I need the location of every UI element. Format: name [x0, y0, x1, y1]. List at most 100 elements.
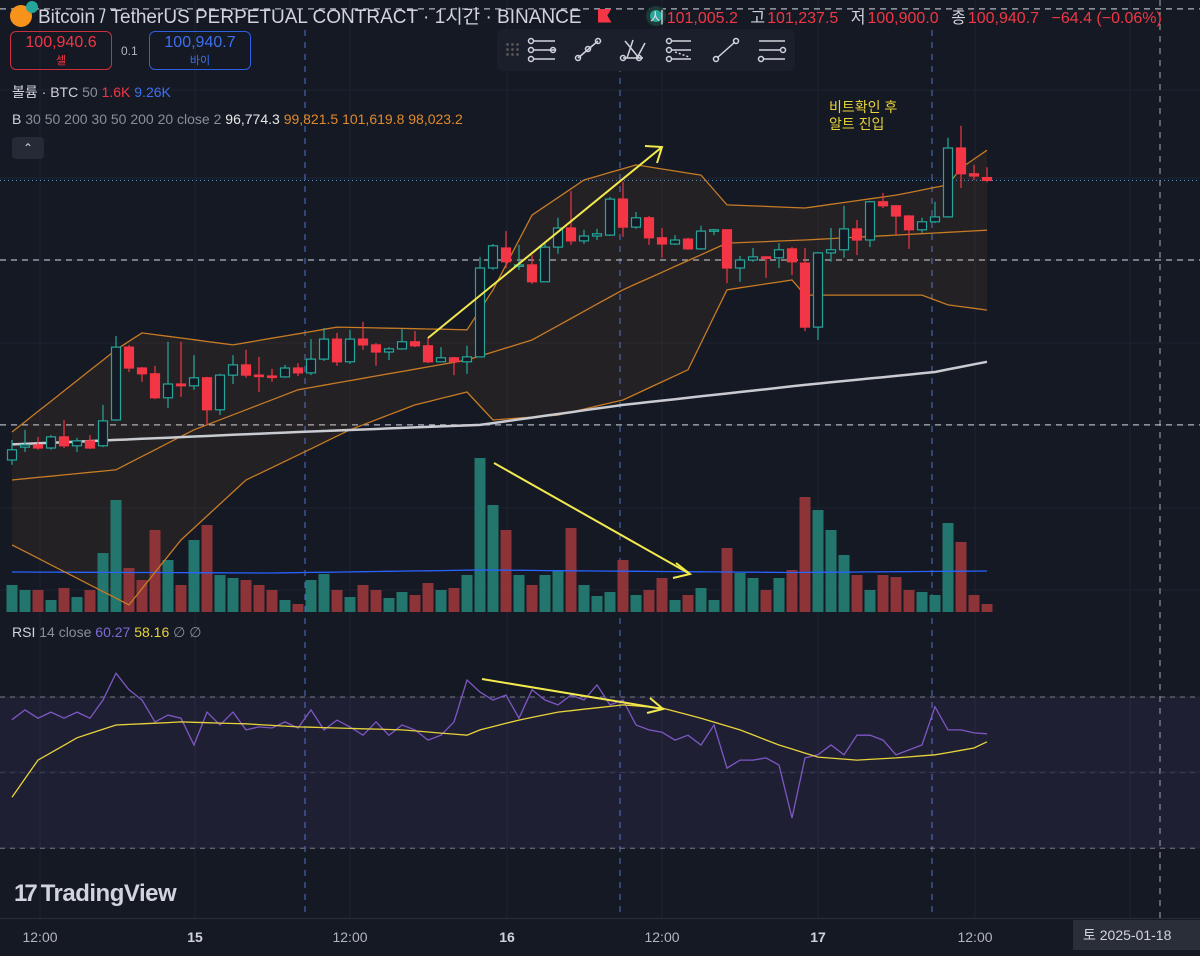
time-axis-label: 17: [810, 929, 826, 945]
bb-legend[interactable]: B 30 50 200 30 50 200 20 close 2 96,774.…: [12, 111, 463, 127]
volume-legend-name: 볼륨 · BTC: [12, 84, 79, 100]
volume-legend[interactable]: 볼륨 · BTC 50 1.6K 9.26K: [12, 82, 171, 102]
volume-bar: [175, 585, 187, 612]
candles: [6, 125, 993, 465]
volume-bar: [773, 578, 785, 612]
candle-down: [240, 364, 252, 376]
drawings[interactable]: [427, 145, 693, 714]
volume-bar: [630, 595, 642, 612]
bitcoin-icon: [10, 0, 38, 27]
candle-down: [617, 198, 629, 228]
buy-button[interactable]: 100,940.7 바이: [149, 31, 251, 70]
candle-up: [110, 346, 122, 421]
volume-bar: [487, 505, 499, 612]
volume-bar: [188, 540, 200, 612]
tradingview-logo[interactable]: 17 TradingView: [14, 880, 177, 908]
candle-up: [747, 256, 759, 261]
flag-icon[interactable]: [597, 8, 612, 23]
rsi-legend-name: RSI: [12, 624, 36, 640]
volume-bar: [513, 575, 525, 612]
trend-arrow-price[interactable]: [427, 146, 663, 339]
volume-bar: [292, 604, 304, 612]
candle-up: [383, 348, 395, 353]
sell-button[interactable]: 100,940.6 셀: [10, 31, 112, 70]
bb-upper-line: [11, 149, 988, 433]
volume-bar: [890, 577, 902, 612]
volume-bar: [552, 570, 564, 612]
candle-down: [786, 248, 798, 263]
volume-bar: [97, 553, 109, 612]
candle-down: [968, 173, 980, 177]
candle-up: [305, 358, 317, 374]
volume-bar: [305, 580, 317, 612]
candle-down: [955, 147, 967, 175]
trend-line-icon[interactable]: [703, 32, 749, 68]
candle-up: [461, 356, 473, 363]
fib-retracement-icon[interactable]: [657, 32, 703, 68]
candle-down: [201, 377, 213, 411]
volume-bar: [942, 523, 954, 612]
trend-arrow-volume[interactable]: [493, 462, 691, 575]
volume-bar: [955, 542, 967, 612]
annotation-text[interactable]: 비트확인 후 알트 진입: [829, 99, 897, 133]
drag-handle-icon[interactable]: [505, 42, 519, 58]
volume-legend-length: 50: [82, 84, 98, 100]
change-value: −64.4 (−0.06%): [1051, 10, 1162, 27]
time-axis-label: 15: [187, 929, 203, 945]
volume-bar: [162, 560, 174, 612]
trend-arrow-rsi[interactable]: [481, 678, 664, 710]
candle-up: [318, 338, 330, 360]
candle-up: [916, 221, 928, 231]
symbol-title[interactable]: Bitcoin / TetherUS PERPETUAL CONTRACT · …: [38, 7, 582, 28]
candle-up: [474, 267, 486, 358]
pitchfork-icon[interactable]: [611, 32, 657, 68]
candle-up: [708, 229, 720, 232]
candle-down: [175, 383, 187, 387]
cursor-date-badge: 토 2025-01-18: [1073, 920, 1200, 950]
bb-legend-upper: 101,619.8: [342, 111, 405, 127]
collapse-legend-button[interactable]: ⌃: [12, 137, 44, 159]
volume-bars: [6, 458, 993, 612]
parallel-channel-icon[interactable]: [519, 32, 565, 68]
candle-down: [448, 357, 460, 363]
annotation-line-1: 비트확인 후: [829, 99, 898, 115]
bb-legend-lower: 98,023.2: [408, 111, 463, 127]
candle-up: [97, 420, 109, 447]
candle-up: [487, 245, 499, 269]
time-axis-border: [0, 918, 1200, 919]
candle-up: [864, 201, 876, 241]
symbol-header[interactable]: Bitcoin / TetherUS PERPETUAL CONTRACT · …: [10, 0, 662, 29]
volume-bar: [669, 600, 681, 612]
volume-bar: [526, 585, 538, 612]
volume-bar: [136, 580, 148, 612]
high-value: 101,237.5: [767, 10, 839, 27]
candle-down: [370, 344, 382, 353]
open-key: 시: [650, 10, 665, 27]
candle-up: [435, 357, 447, 363]
horizontal-lines-icon[interactable]: [749, 32, 795, 68]
volume-bar: [422, 583, 434, 612]
volume-bar: [617, 560, 629, 612]
candle-down: [331, 338, 343, 363]
market-status-icon[interactable]: [649, 9, 662, 22]
candle-up: [539, 246, 551, 283]
volume-bar: [201, 525, 213, 612]
volume-bar: [45, 600, 57, 612]
volume-bar: [981, 604, 993, 612]
volume-bar: [58, 588, 70, 612]
rsi-legend-extra2: ∅: [189, 624, 202, 640]
candle-down: [565, 227, 577, 242]
candle-up: [45, 436, 57, 449]
arrow-head-icon: [644, 145, 664, 164]
volume-bar: [539, 575, 551, 612]
trend-angle-icon[interactable]: [565, 32, 611, 68]
candle-down: [799, 262, 811, 328]
volume-bar: [682, 595, 694, 612]
time-axis-label: 16: [499, 929, 515, 945]
rsi-legend[interactable]: RSI 14 close 60.27 58.16 ∅ ∅: [12, 624, 201, 641]
volume-bar: [357, 585, 369, 612]
volume-bar: [578, 585, 590, 612]
volume-bar: [318, 574, 330, 612]
volume-bar: [214, 575, 226, 612]
